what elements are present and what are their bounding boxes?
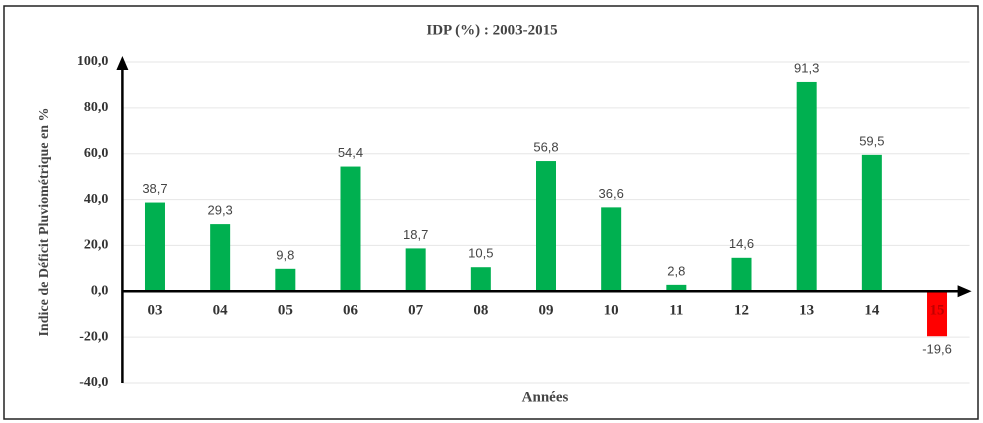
y-tick-label: 20,0 bbox=[84, 238, 109, 253]
bar bbox=[536, 161, 556, 292]
bar bbox=[927, 291, 948, 337]
y-axis-label: Indice de Déficit Pluviométrique en % bbox=[37, 107, 52, 336]
bar bbox=[731, 257, 752, 292]
x-tick-label: 11 bbox=[669, 303, 683, 319]
data-label: 14,6 bbox=[729, 236, 754, 251]
x-tick-label: 15 bbox=[930, 303, 945, 319]
x-tick-label: 04 bbox=[213, 303, 229, 319]
data-label: 9,8 bbox=[276, 247, 294, 262]
x-tick-label: 05 bbox=[278, 303, 293, 319]
y-tick-label: 80,0 bbox=[84, 100, 109, 115]
data-label: 56,8 bbox=[533, 139, 558, 154]
x-tick-label: 09 bbox=[539, 303, 554, 319]
y-tick-label: 0,0 bbox=[91, 284, 109, 299]
x-tick-label: 14 bbox=[864, 303, 880, 319]
y-tick-label: 100,0 bbox=[77, 54, 109, 69]
x-tick-label: 08 bbox=[473, 303, 488, 319]
bar bbox=[210, 224, 231, 292]
x-tick-label: 12 bbox=[734, 303, 749, 319]
data-label: 54,4 bbox=[338, 145, 363, 160]
bar bbox=[275, 268, 296, 292]
bar bbox=[601, 207, 622, 292]
data-label: -19,6 bbox=[922, 342, 952, 357]
bar bbox=[666, 284, 687, 292]
data-label: 36,6 bbox=[599, 186, 624, 201]
bar bbox=[144, 202, 165, 292]
data-label: 91,3 bbox=[794, 60, 819, 75]
x-tick-label: 06 bbox=[343, 303, 359, 319]
y-axis-arrow bbox=[116, 56, 129, 70]
bar bbox=[470, 267, 491, 292]
data-label: 10,5 bbox=[468, 246, 493, 261]
x-tick-label: 13 bbox=[799, 303, 814, 319]
y-tick-label: -20,0 bbox=[79, 329, 108, 344]
x-axis-arrow bbox=[957, 285, 972, 298]
y-tick-label: -40,0 bbox=[79, 375, 108, 390]
x-tick-label: 10 bbox=[604, 303, 619, 319]
data-label: 59,5 bbox=[859, 133, 884, 148]
bar bbox=[405, 248, 426, 292]
data-label: 38,7 bbox=[142, 181, 167, 196]
data-label: 18,7 bbox=[403, 227, 428, 242]
bar bbox=[340, 166, 361, 292]
chart-title: IDP (%) : 2003-2015 bbox=[426, 22, 557, 38]
y-tick-label: 40,0 bbox=[84, 192, 109, 207]
bar bbox=[796, 81, 817, 292]
x-axis-label: Années bbox=[522, 389, 569, 405]
bar bbox=[861, 154, 882, 292]
x-tick-label: 03 bbox=[147, 303, 162, 319]
data-label: 29,3 bbox=[207, 203, 232, 218]
data-label: 2,8 bbox=[667, 263, 685, 278]
x-tick-label: 07 bbox=[408, 303, 424, 319]
y-tick-label: 60,0 bbox=[84, 146, 109, 161]
